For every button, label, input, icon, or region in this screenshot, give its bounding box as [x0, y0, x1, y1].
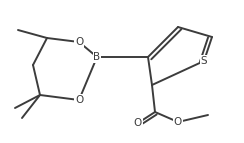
Text: O: O — [75, 95, 83, 105]
Text: O: O — [75, 37, 83, 47]
Text: B: B — [93, 52, 101, 62]
Text: O: O — [134, 118, 142, 128]
Text: S: S — [201, 56, 207, 66]
Text: O: O — [174, 117, 182, 127]
